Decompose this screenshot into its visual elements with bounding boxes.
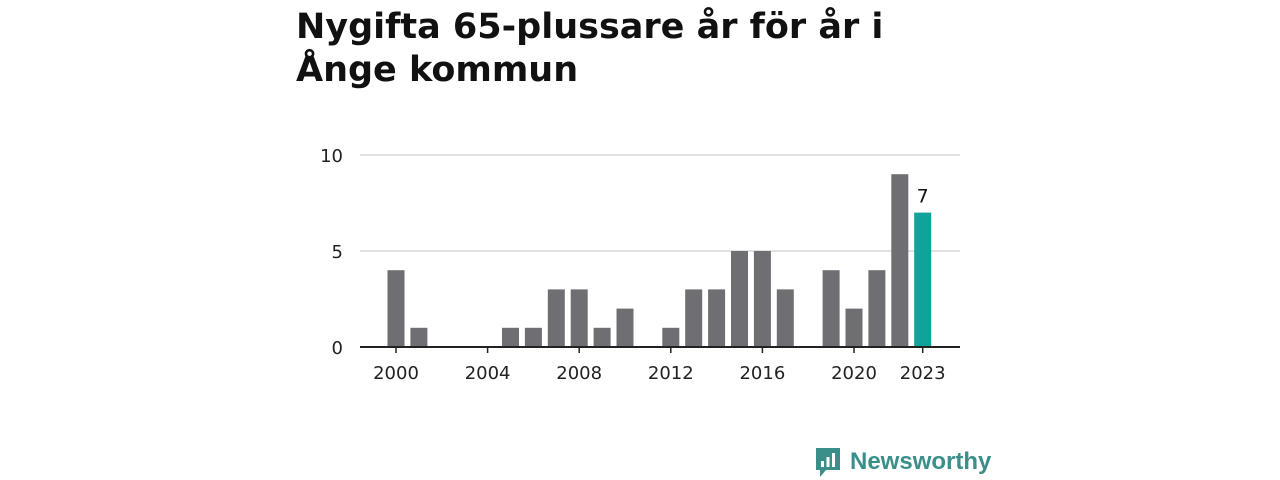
bar <box>731 251 748 347</box>
bar <box>914 212 932 347</box>
bar <box>502 327 519 347</box>
y-axis-ticks: 0 5 10 <box>320 146 343 359</box>
brand-logo: Newsworthy <box>814 446 991 478</box>
bar <box>753 251 771 347</box>
bar <box>868 270 886 347</box>
bar <box>685 289 703 347</box>
chart-title: Nygifta 65-plussare år för år i Ånge kom… <box>296 7 884 90</box>
x-tick-label: 2000 <box>373 363 419 384</box>
bar <box>410 327 428 347</box>
x-tick-label: 2020 <box>831 363 877 384</box>
x-tick-label: 2012 <box>648 363 694 384</box>
newsworthy-logo-icon <box>816 448 840 477</box>
bar <box>662 327 680 347</box>
x-tick-label: 2016 <box>739 363 785 384</box>
data-label: 7 <box>917 186 929 208</box>
x-tick-label: 2023 <box>900 363 946 384</box>
x-tick-label: 2004 <box>465 363 511 384</box>
bar <box>547 289 565 347</box>
bar <box>387 270 405 347</box>
gridlines <box>360 154 960 252</box>
bar <box>708 289 726 347</box>
bar <box>845 308 863 347</box>
bar <box>593 327 611 347</box>
y-tick-label: 0 <box>332 338 343 359</box>
brand-name: Newsworthy <box>850 448 992 475</box>
annotations: 7 <box>917 186 929 208</box>
y-tick-label: 5 <box>332 242 343 263</box>
y-tick-label: 10 <box>320 146 343 167</box>
bar <box>524 327 542 347</box>
bar <box>822 270 840 347</box>
bars <box>387 174 932 347</box>
x-axis-ticks: 2000 2004 2008 2012 2016 2020 2023 <box>373 347 946 384</box>
bar <box>776 289 794 347</box>
x-tick-label: 2008 <box>556 363 602 384</box>
bar <box>891 174 909 347</box>
bar <box>616 308 634 347</box>
bar <box>570 289 588 347</box>
